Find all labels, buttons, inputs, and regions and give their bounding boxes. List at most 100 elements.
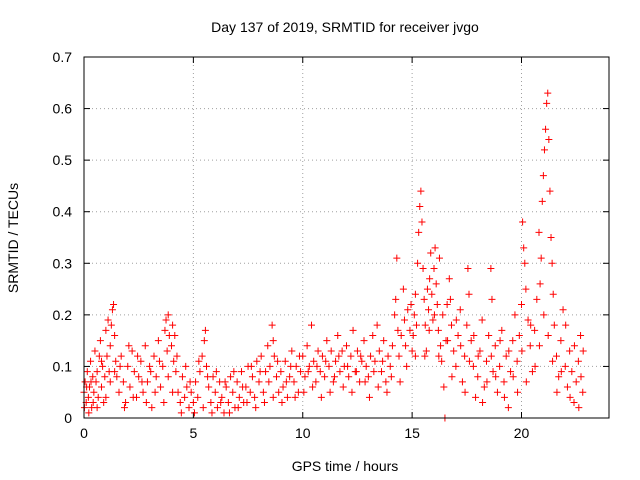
data-point <box>579 347 587 355</box>
data-point <box>300 388 308 396</box>
data-point <box>89 399 97 407</box>
data-point <box>115 388 123 396</box>
data-point <box>162 316 170 324</box>
data-point <box>189 399 197 407</box>
data-point <box>496 362 504 370</box>
data-point <box>374 383 382 391</box>
data-point <box>549 290 557 298</box>
data-point <box>255 378 263 386</box>
data-point <box>124 362 132 370</box>
data-point <box>173 352 181 360</box>
data-point <box>164 311 172 319</box>
data-point <box>196 368 204 376</box>
data-point <box>437 342 445 350</box>
data-point <box>205 383 213 391</box>
data-point <box>500 378 508 386</box>
data-point <box>327 347 335 355</box>
data-point <box>546 187 554 195</box>
data-point <box>234 404 242 412</box>
data-point <box>269 393 277 401</box>
data-point <box>544 331 552 339</box>
axis-ticks: 0 5 10 15 20 0 0.1 0.2 0.3 0.4 0.5 0.6 0.7 <box>53 49 609 441</box>
data-point <box>259 388 267 396</box>
data-point <box>161 326 169 334</box>
data-point <box>478 316 486 324</box>
data-point <box>106 342 114 350</box>
data-point <box>211 388 219 396</box>
data-point <box>379 357 387 365</box>
data-point <box>465 357 473 365</box>
data-point <box>522 378 530 386</box>
data-point <box>279 383 287 391</box>
data-point <box>169 388 177 396</box>
x-tick-label: 0 <box>80 425 88 441</box>
data-point <box>305 362 313 370</box>
data-point <box>297 368 305 376</box>
data-point <box>329 378 337 386</box>
data-points <box>80 89 587 422</box>
data-point <box>213 404 221 412</box>
data-point <box>418 218 426 226</box>
data-point <box>91 347 99 355</box>
data-point <box>233 378 241 386</box>
data-point <box>332 357 340 365</box>
data-point <box>458 378 466 386</box>
data-point <box>103 352 111 360</box>
data-point <box>102 326 110 334</box>
data-point <box>316 368 324 376</box>
data-point <box>266 362 274 370</box>
data-point <box>535 228 543 236</box>
data-point <box>430 311 438 319</box>
data-point <box>253 357 261 365</box>
x-axis-label: GPS time / hours <box>292 458 399 474</box>
data-point <box>410 311 418 319</box>
data-point <box>100 399 108 407</box>
data-point <box>520 244 528 252</box>
data-point <box>423 285 431 293</box>
data-point <box>518 301 525 309</box>
data-point <box>369 331 377 339</box>
data-point <box>414 259 422 267</box>
data-point <box>235 393 243 401</box>
data-point <box>380 337 388 345</box>
data-point <box>108 306 116 314</box>
data-point <box>526 342 534 350</box>
data-point <box>182 362 190 370</box>
y-tick-label: 0.3 <box>53 255 73 271</box>
data-point <box>208 409 216 417</box>
data-point <box>535 342 543 350</box>
data-point <box>321 373 329 381</box>
data-point <box>130 368 138 376</box>
data-point <box>397 331 405 339</box>
data-point <box>411 352 419 360</box>
data-point <box>566 347 574 355</box>
data-point <box>251 393 259 401</box>
data-point <box>362 362 370 370</box>
data-point <box>545 136 553 144</box>
data-point <box>406 326 414 334</box>
data-point <box>425 326 433 334</box>
data-point <box>425 306 433 314</box>
data-point <box>399 285 407 293</box>
data-point <box>496 337 504 345</box>
data-point <box>169 321 177 329</box>
x-tick-label: 5 <box>189 425 197 441</box>
data-point <box>555 373 563 381</box>
data-point <box>176 399 184 407</box>
data-point <box>102 393 110 401</box>
data-point <box>528 368 536 376</box>
y-tick-label: 0.1 <box>53 358 73 374</box>
data-point <box>448 321 455 329</box>
data-point <box>142 399 150 407</box>
y-tick-label: 0.6 <box>53 101 73 117</box>
data-point <box>308 321 315 329</box>
data-point <box>353 347 361 355</box>
y-tick-label: 0.5 <box>53 152 73 168</box>
data-point <box>421 352 429 360</box>
data-point <box>221 378 229 386</box>
data-point <box>456 306 464 314</box>
data-point <box>218 393 226 401</box>
data-point <box>452 362 460 370</box>
data-point <box>277 368 285 376</box>
